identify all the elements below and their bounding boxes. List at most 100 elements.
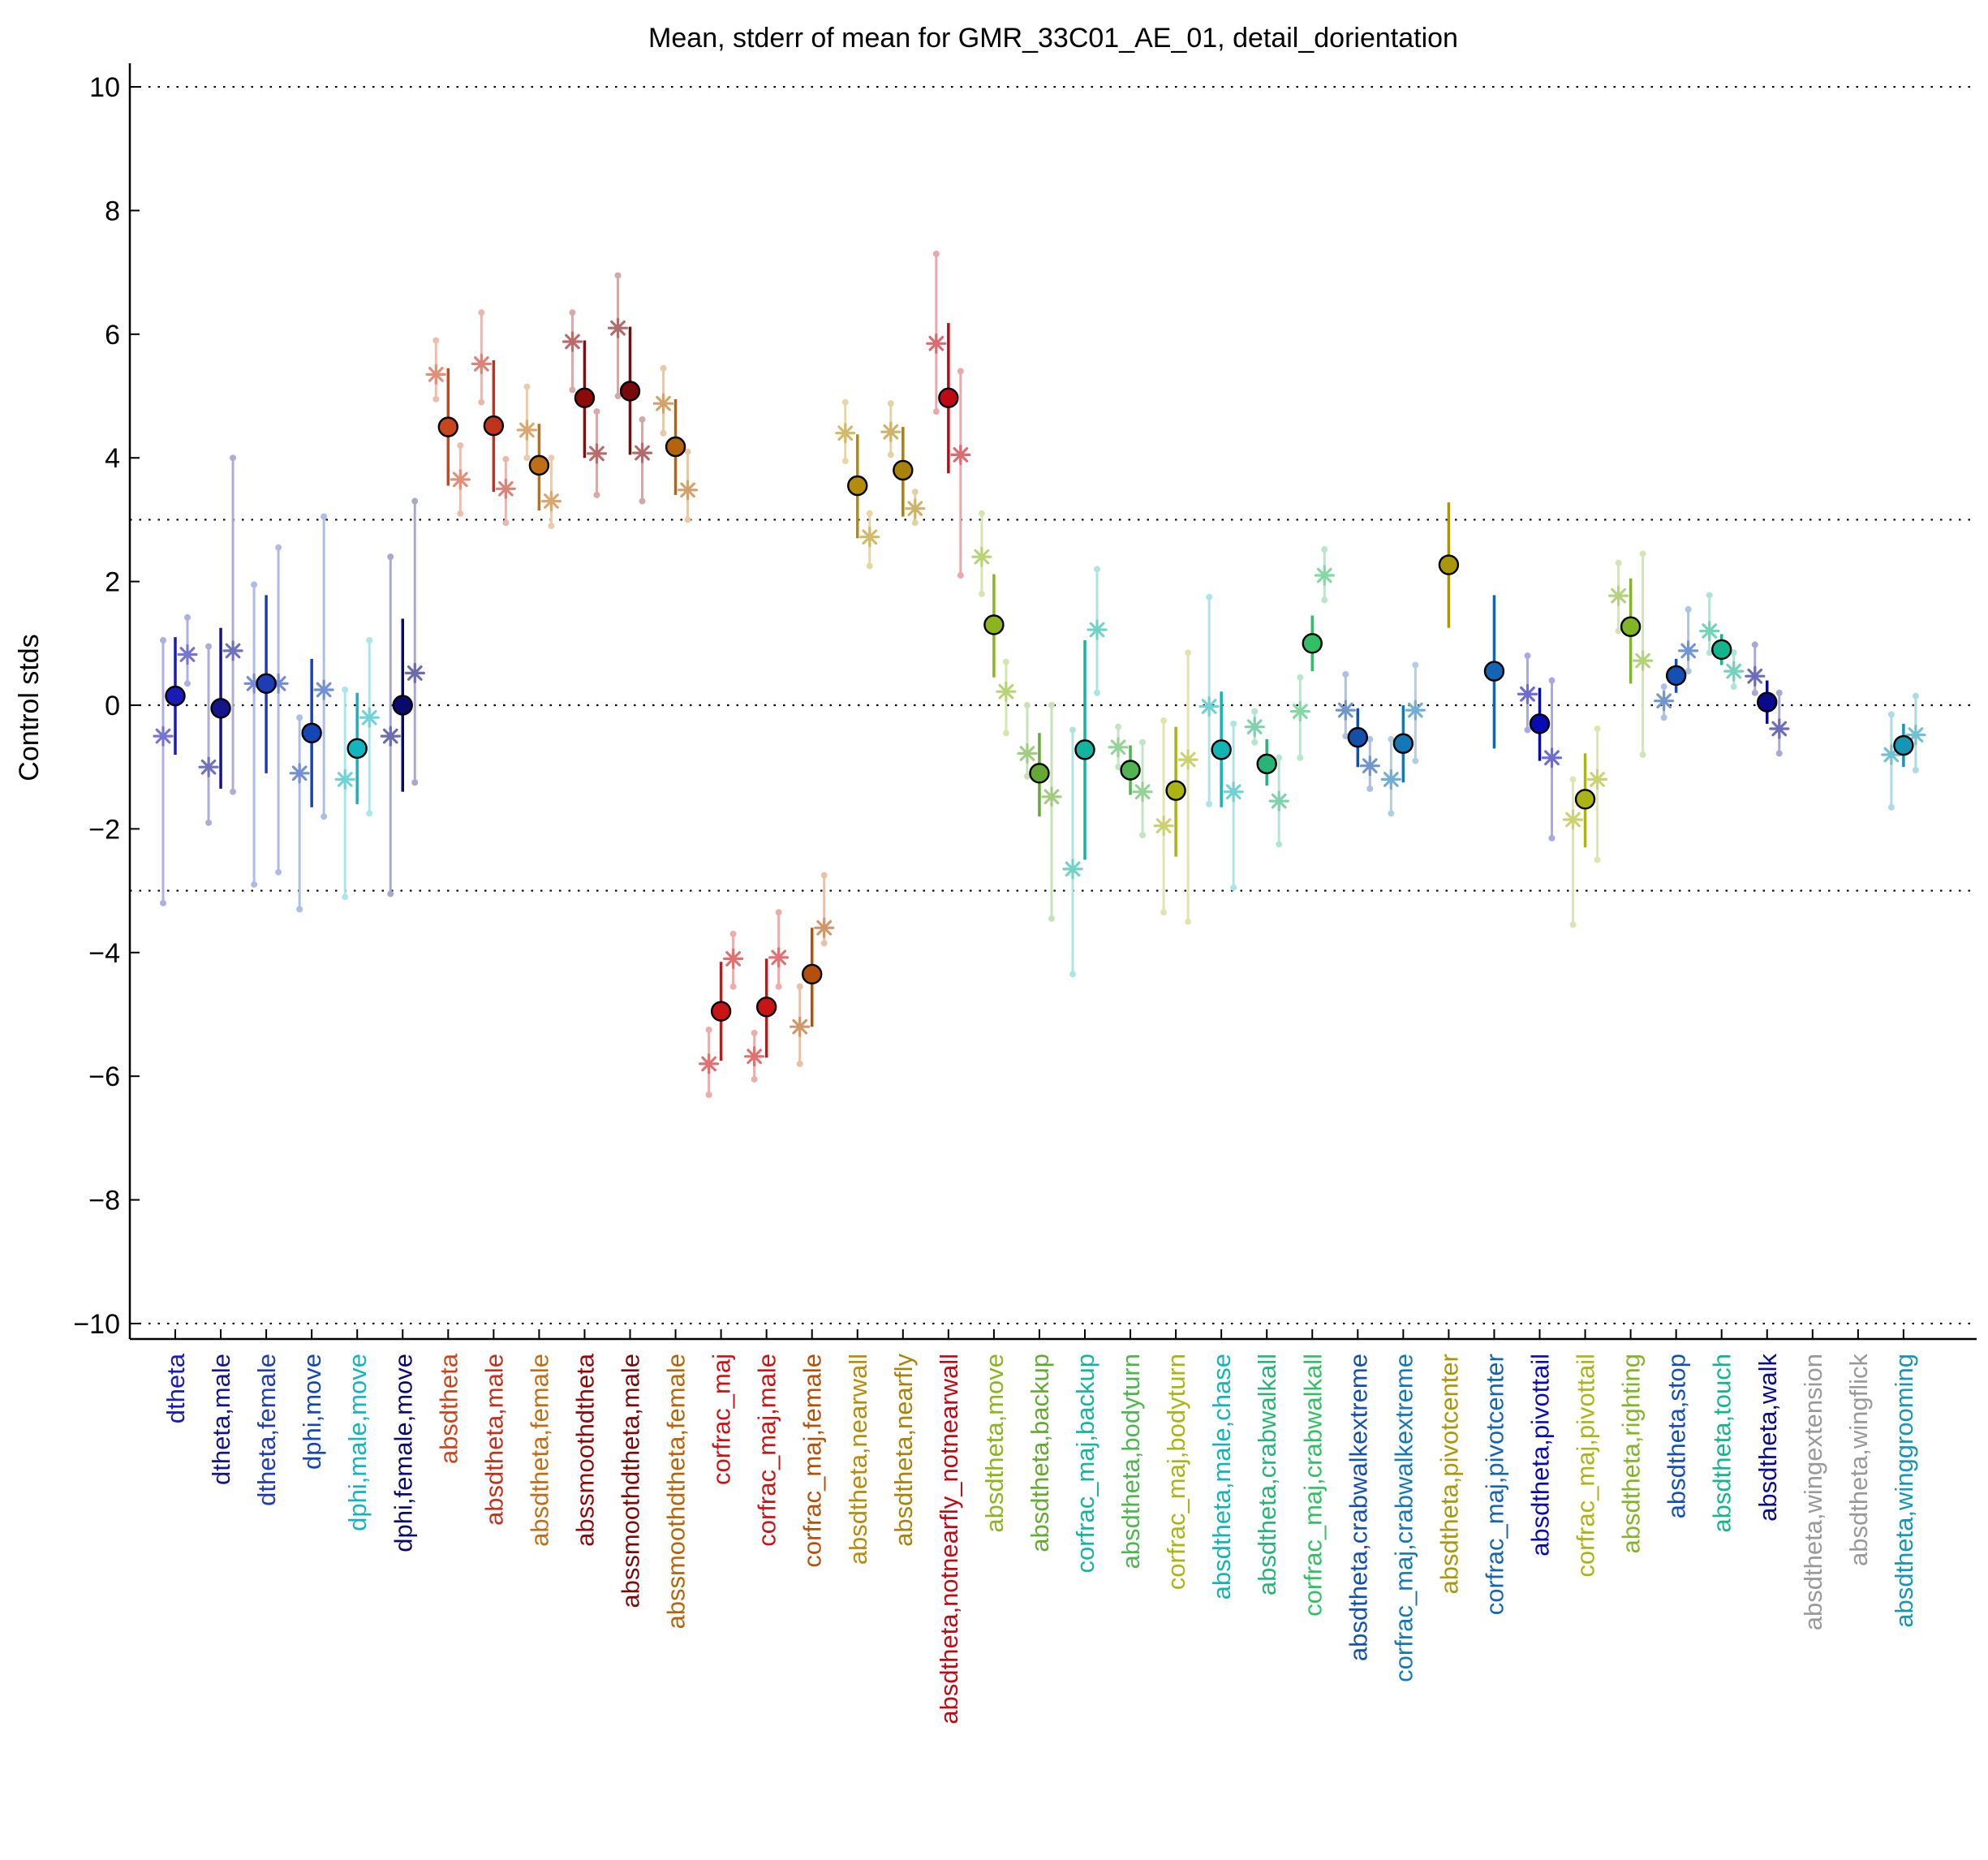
mean-point [165,685,186,707]
y-tick-label: −2 [88,814,120,845]
mean-point [574,387,596,409]
secondary-point [1268,790,1289,812]
error-dot [1185,918,1192,925]
secondary-point [996,681,1017,702]
error-dot [160,636,166,644]
secondary-point [1335,700,1356,721]
category-label: absdtheta,crabwalkall [1253,1354,1281,1595]
secondary-point [905,498,926,519]
error-dot [775,983,782,990]
secondary-point [153,725,174,747]
x-ticks [174,1329,1904,1339]
error-dot [275,544,282,551]
secondary-point [1108,737,1129,758]
error-dot [1023,773,1031,780]
error-dot [911,489,919,496]
y-tick-label: 10 [89,72,120,103]
category-label: corfrac_maj,bodyturn [1162,1354,1190,1590]
mean-point [483,415,505,437]
error-dot [1412,757,1419,764]
error-dot [1297,674,1304,681]
category-label: corfrac_maj,crabwalkextreme [1389,1354,1418,1682]
secondary-point [1153,816,1174,837]
error-dot [457,441,464,449]
category-label: absdtheta,bodyturn [1117,1354,1145,1569]
secondary-point [334,769,355,790]
error-dot [887,400,894,407]
error-dot [1524,726,1531,734]
error-dot [296,906,303,913]
secondary-point [1905,725,1926,746]
category-label: dphi,female,move [389,1354,417,1552]
error-dot [1751,689,1758,696]
error-dot [1094,566,1100,573]
category-label: absdtheta,wingextension [1799,1354,1827,1630]
mean-point [1483,661,1505,682]
error-dot [432,395,440,403]
secondary-point [1881,744,1902,765]
category-label: abssmoothdtheta,male [617,1354,645,1608]
error-dot [184,614,191,621]
secondary-point [425,364,446,385]
mean-point [847,475,868,497]
error-dot [751,1029,758,1036]
error-dot [457,510,464,517]
error-dot [1206,800,1213,807]
mean-point [619,381,641,402]
secondary-point [1177,749,1198,770]
secondary-point [880,421,901,442]
error-dot [866,510,873,517]
mean-point [1074,739,1095,760]
y-tick-label: 8 [105,196,120,226]
category-label: dtheta [161,1353,190,1423]
error-dot [1342,670,1349,678]
secondary-point [450,469,471,490]
error-dot [1160,909,1168,916]
mean-point [1574,789,1596,810]
y-axis-label: Control stds [14,634,45,781]
error-dot [1660,714,1667,721]
secondary-point [471,353,492,374]
secondary-point [677,480,699,501]
error-dot [1388,735,1395,743]
error-dot [1321,545,1328,553]
secondary-point [1586,769,1608,790]
secondary-point [586,443,608,464]
secondary-point [744,1046,765,1067]
error-dot [1388,810,1395,817]
secondary-point [1223,781,1244,803]
error-dot [1321,596,1328,604]
error-dot [321,813,328,820]
mean-point [710,1001,732,1022]
error-dot [1730,683,1737,691]
error-dot [1185,649,1192,657]
mean-point [1392,733,1414,754]
secondary-point [1041,786,1062,807]
error-dot [1685,605,1692,613]
error-dot [184,680,191,687]
secondary-point [1769,718,1790,739]
category-label: absdtheta,walk [1753,1354,1782,1522]
category-label: absdtheta [434,1353,463,1464]
error-dot [705,1091,712,1099]
category-label: absdtheta,righting [1617,1354,1646,1553]
mean-point [1438,554,1460,575]
secondary-point [516,420,537,441]
error-dot [887,451,894,459]
mean-point [1665,665,1687,687]
secondary-point [313,679,334,700]
error-dot [1160,717,1168,725]
y-tick-label: 2 [105,567,120,598]
error-dot [523,383,531,390]
error-dot [411,497,419,505]
error-dot [978,510,985,517]
category-label: absdtheta,backup [1026,1354,1054,1552]
error-dot [729,930,737,937]
mean-point [392,695,413,716]
error-dot [1115,723,1122,730]
error-dot [1775,689,1783,696]
category-label: absdtheta,notnearfly_notnearwall [935,1354,963,1724]
category-label: dphi,male,move [343,1354,372,1531]
mean-point [1302,633,1323,654]
